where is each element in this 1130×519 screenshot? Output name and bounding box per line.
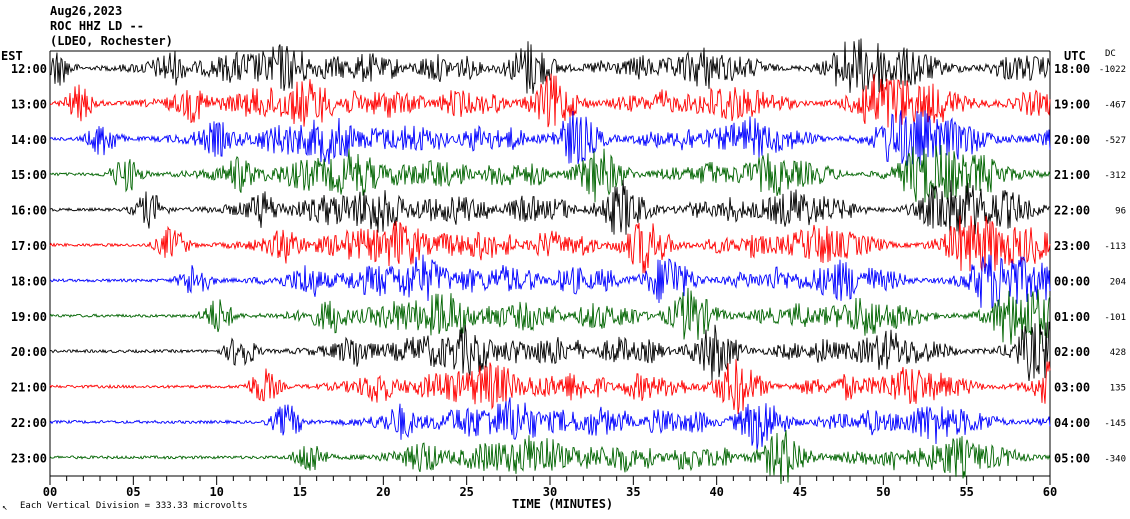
utc-hour-label: 22:00	[1054, 204, 1090, 218]
utc-hour-label: 21:00	[1054, 168, 1090, 182]
utc-hour-label: 03:00	[1054, 381, 1090, 395]
trace-blue-6	[49, 254, 1051, 309]
x-tick-label: 25	[459, 485, 473, 499]
trace-black-0	[49, 38, 1051, 94]
dc-offset-label: -145	[1104, 419, 1126, 429]
date-label: Aug26,2023	[50, 4, 123, 18]
utc-hour-label: 01:00	[1054, 310, 1090, 324]
est-hour-label: 19:00	[11, 310, 47, 324]
est-hour-label: 20:00	[11, 345, 47, 359]
x-tick-label: 20	[376, 485, 390, 499]
est-hour-label: 21:00	[11, 381, 47, 395]
utc-hour-label: 19:00	[1054, 97, 1090, 111]
trace-red-1	[49, 73, 1051, 128]
right-timezone-label: UTC	[1064, 49, 1086, 63]
trace-red-5	[49, 215, 1051, 274]
utc-hour-label: 00:00	[1054, 274, 1090, 288]
dc-offset-label: -527	[1104, 136, 1126, 146]
x-tick-label: 40	[709, 485, 723, 499]
utc-hour-label: 02:00	[1054, 345, 1090, 359]
dc-offset-label: -340	[1104, 454, 1126, 464]
x-tick-label: 60	[1043, 485, 1057, 499]
est-hour-label: 22:00	[11, 416, 47, 430]
x-tick-label: 35	[626, 485, 640, 499]
left-timezone-label: EST	[1, 49, 23, 63]
x-tick-label: 15	[293, 485, 307, 499]
trace-black-8	[49, 321, 1051, 382]
trace-red-9	[49, 359, 1051, 415]
scale-note: Each Vertical Division = 333.33 microvol…	[20, 501, 248, 511]
dc-offset-label: -101	[1104, 313, 1126, 323]
dc-offset-label: 96	[1115, 207, 1126, 217]
x-tick-label: 10	[209, 485, 223, 499]
trace-green-7	[49, 287, 1051, 345]
station-label: ROC HHZ LD --	[50, 19, 144, 33]
x-tick-label: 50	[876, 485, 890, 499]
network-label: (LDEO, Rochester)	[50, 34, 173, 48]
dc-header-label: DC	[1105, 49, 1116, 59]
utc-hour-label: 23:00	[1054, 239, 1090, 253]
dc-offset-label: -312	[1104, 171, 1126, 181]
utc-hour-label: 05:00	[1054, 451, 1090, 465]
x-tick-label: 30	[543, 485, 557, 499]
dc-offset-label: -113	[1104, 242, 1126, 252]
est-hour-label: 15:00	[11, 168, 47, 182]
x-tick-label: 45	[793, 485, 807, 499]
est-hour-label: 17:00	[11, 239, 47, 253]
dc-offset-label: 428	[1110, 348, 1126, 358]
utc-hour-label: 18:00	[1054, 62, 1090, 76]
dc-offset-label: 204	[1110, 277, 1126, 287]
est-hour-label: 16:00	[11, 204, 47, 218]
est-hour-label: 18:00	[11, 274, 47, 288]
dc-offset-label: -467	[1104, 100, 1126, 110]
x-tick-label: 00	[43, 485, 57, 499]
utc-hour-label: 04:00	[1054, 416, 1090, 430]
utc-hour-label: 20:00	[1054, 133, 1090, 147]
trace-blue-10	[49, 397, 1051, 451]
est-hour-label: 12:00	[11, 62, 47, 76]
dc-offset-label: -1022	[1099, 65, 1126, 75]
x-axis-title: TIME (MINUTES)	[512, 497, 614, 511]
x-tick-label: 55	[959, 485, 973, 499]
est-hour-label: 13:00	[11, 97, 47, 111]
est-hour-label: 14:00	[11, 133, 47, 147]
trace-blue-2	[49, 110, 1051, 166]
dc-offset-label: 135	[1110, 384, 1126, 394]
x-tick-label: 05	[126, 485, 140, 499]
corner-mark-icon: ↖	[2, 503, 8, 513]
trace-green-11	[49, 430, 1051, 485]
est-hour-label: 23:00	[11, 451, 47, 465]
trace-green-3	[49, 144, 1051, 203]
trace-black-4	[49, 179, 1051, 236]
